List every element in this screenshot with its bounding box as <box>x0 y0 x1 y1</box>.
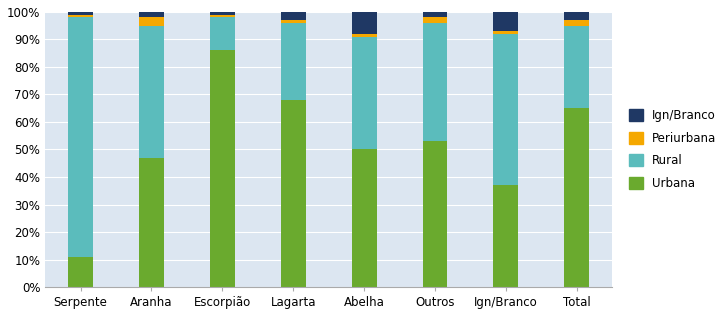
Bar <box>352 149 376 287</box>
Bar <box>423 17 448 23</box>
Bar <box>68 15 93 17</box>
Bar <box>494 31 518 34</box>
Bar <box>423 23 448 141</box>
Bar <box>281 23 306 100</box>
Bar <box>210 15 234 17</box>
Bar <box>68 17 93 257</box>
Bar <box>564 12 589 20</box>
Bar <box>494 34 518 185</box>
Bar <box>139 12 164 17</box>
Bar <box>68 12 93 15</box>
Bar <box>210 12 234 15</box>
Bar <box>139 17 164 26</box>
Bar <box>564 26 589 108</box>
Bar <box>68 257 93 287</box>
Bar <box>139 158 164 287</box>
Bar <box>564 108 589 287</box>
Bar <box>423 12 448 17</box>
Bar <box>494 12 518 31</box>
Legend: Ign/Branco, Periurbana, Rural, Urbana: Ign/Branco, Periurbana, Rural, Urbana <box>624 105 721 194</box>
Bar <box>352 37 376 149</box>
Bar <box>139 26 164 158</box>
Bar <box>564 20 589 26</box>
Bar <box>281 12 306 20</box>
Bar <box>210 17 234 51</box>
Bar <box>494 185 518 287</box>
Bar <box>352 12 376 34</box>
Bar <box>281 20 306 23</box>
Bar <box>423 141 448 287</box>
Bar <box>281 100 306 287</box>
Bar <box>210 51 234 287</box>
Bar <box>352 34 376 37</box>
